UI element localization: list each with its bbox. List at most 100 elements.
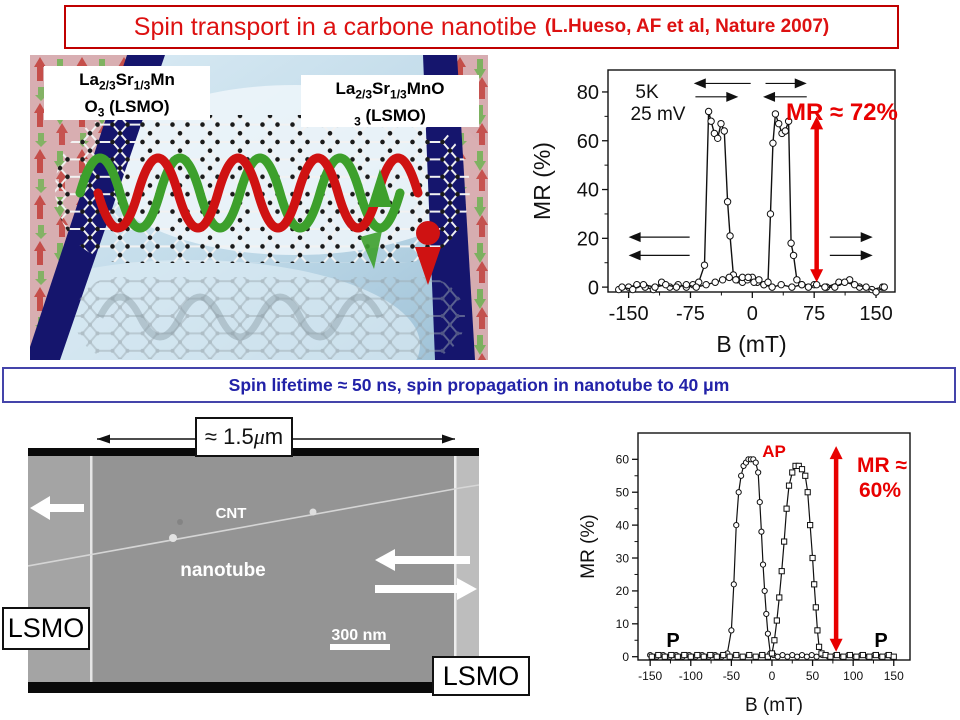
data-point-marker	[726, 232, 734, 240]
x-tick-label: -150	[609, 303, 649, 325]
data-point-marker	[777, 280, 785, 289]
red-spin-arrow	[415, 247, 441, 285]
data-point-marker	[713, 134, 722, 143]
width-label-box: ≈ 1.5 μ m	[195, 417, 293, 457]
electrode-edge-line-left	[90, 448, 93, 693]
field-sweep-arrowhead	[726, 91, 739, 102]
data-point-marker	[720, 127, 728, 135]
data-point-marker	[728, 627, 735, 634]
data-point-marker	[694, 651, 701, 659]
data-point-marker	[776, 594, 783, 601]
x-tick-label: 100	[843, 669, 863, 683]
x-axis-label: B (mT)	[716, 331, 786, 357]
data-point-marker	[661, 653, 668, 660]
slide-title-box: Spin transport in a carbone nanotibe (L.…	[64, 5, 899, 49]
data-point-marker	[639, 280, 648, 289]
data-point-marker	[713, 653, 720, 660]
ribbon-shadow	[96, 293, 384, 341]
y-tick-label: 60	[616, 453, 630, 467]
data-point-marker	[704, 107, 713, 116]
magnetization-arrow-right-up-icon	[375, 549, 470, 571]
data-point-marker	[771, 637, 778, 644]
sem-image: CNT nanotube 300 nm	[28, 448, 479, 693]
data-point-marker	[785, 482, 793, 489]
data-point-marker	[726, 653, 733, 660]
mr-arrowhead-bottom	[829, 638, 843, 652]
data-point-marker	[739, 653, 746, 660]
data-point-marker	[784, 117, 793, 125]
y-axis-label: MR (%)	[530, 142, 555, 220]
electrode-label-left: La2/3Sr1/3Mn O3 (LSMO)	[44, 66, 210, 120]
data-point-marker	[681, 651, 688, 659]
data-point-marker	[812, 604, 819, 611]
data-point-marker	[798, 466, 806, 473]
field-sweep-arrowhead	[628, 250, 641, 261]
magnetization-arrow-right-down-icon	[375, 578, 477, 600]
data-point-marker	[872, 651, 879, 659]
data-point-marker	[768, 650, 776, 657]
data-point-marker	[733, 651, 740, 659]
data-point-marker	[723, 198, 732, 206]
series-line	[621, 113, 885, 293]
data-point-marker	[702, 280, 710, 289]
particle-dot	[169, 534, 177, 542]
data-point-marker	[738, 472, 745, 479]
sem-bottom-bar	[28, 682, 479, 693]
data-point-marker	[807, 522, 814, 529]
y-tick-label: 80	[577, 82, 599, 104]
plot-frame	[637, 432, 911, 661]
data-point-marker	[862, 283, 870, 291]
nanotube-label: nanotube	[180, 560, 266, 581]
green-spin-arrow-2	[360, 231, 382, 269]
field-sweep-arrowhead	[794, 78, 807, 89]
field-sweep-arrowhead	[860, 250, 873, 261]
sem-background	[28, 448, 479, 693]
slide-title-citation: (L.Hueso, AF et al, Nature 2007)	[544, 16, 830, 37]
data-point-marker	[730, 581, 737, 588]
x-tick-label: 150	[859, 303, 892, 325]
annotation-mr-value: MR ≈ 72%	[786, 99, 898, 126]
data-point-marker	[764, 630, 772, 637]
sem-left-electrode-region	[28, 448, 91, 693]
data-point-marker	[831, 283, 839, 291]
y-tick-label: 50	[616, 486, 630, 500]
data-point-marker	[752, 459, 759, 466]
data-point-marker	[733, 522, 740, 529]
green-spin-arrow	[368, 169, 392, 207]
data-point-marker	[682, 280, 691, 289]
electrode-label-right: La2/3Sr1/3MnO 3 (LSMO)	[301, 75, 479, 128]
lsmo-label-right: LSMO	[432, 656, 530, 696]
data-point-marker	[787, 239, 795, 247]
red-spin-head	[416, 221, 440, 245]
nanotube-3d-figure: La2/3Sr1/3Mn O3 (LSMO) La2/3Sr1/3MnO 3 (…	[0, 55, 490, 430]
data-point-marker	[744, 273, 752, 282]
data-point-marker	[648, 653, 655, 660]
y-axis-label: MR (%)	[578, 514, 599, 578]
data-point-marker	[759, 651, 766, 659]
y-tick-label: 40	[616, 518, 630, 532]
y-tick-label: 60	[577, 131, 599, 153]
data-point-marker	[879, 653, 886, 660]
data-point-marker	[662, 280, 670, 289]
data-point-marker	[890, 653, 897, 660]
scale-bar	[330, 644, 390, 650]
y-tick-label: 40	[577, 180, 599, 202]
data-point-marker	[840, 653, 847, 660]
data-point-marker	[692, 283, 700, 291]
electrode-edge-line-right	[454, 448, 457, 693]
data-point-marker	[700, 653, 707, 660]
x-tick-label: 150	[884, 669, 904, 683]
data-point-marker	[755, 469, 762, 476]
data-point-marker	[846, 651, 854, 659]
y-tick-label: 10	[616, 617, 630, 631]
x-tick-label: -150	[638, 669, 662, 683]
x-tick-label: -50	[723, 669, 741, 683]
spin-ribbon-red	[93, 153, 423, 233]
data-point-marker	[764, 278, 772, 286]
data-point-marker	[711, 278, 719, 286]
data-point-marker	[853, 653, 860, 660]
data-point-marker	[674, 653, 681, 660]
data-point-marker	[795, 462, 802, 469]
data-point-marker	[707, 651, 714, 659]
